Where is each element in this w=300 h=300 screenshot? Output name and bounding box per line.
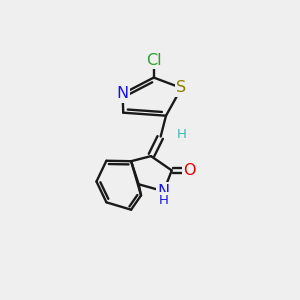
Text: Cl: Cl xyxy=(146,53,162,68)
Text: O: O xyxy=(183,163,195,178)
Text: N: N xyxy=(158,184,170,199)
Text: S: S xyxy=(176,80,187,95)
Text: H: H xyxy=(176,128,186,141)
Text: H: H xyxy=(159,194,169,206)
Text: N: N xyxy=(116,86,129,101)
